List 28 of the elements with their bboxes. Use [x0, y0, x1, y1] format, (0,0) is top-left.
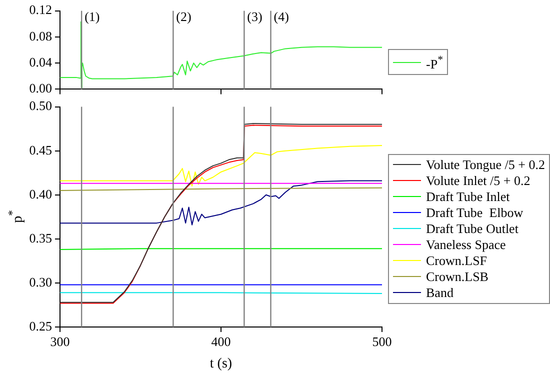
legend-label: Draft Tube Outlet	[426, 220, 518, 237]
y-tick-label: 0.25	[29, 318, 52, 334]
annotation: (4)	[274, 8, 289, 24]
y-tick-label: 0.50	[29, 98, 52, 114]
y-tick-label: 0.08	[29, 28, 52, 44]
y-tick-label: 0.35	[29, 230, 52, 246]
y-tick-label: 0.45	[29, 142, 52, 158]
legend-label: Crown.LSF	[426, 252, 488, 269]
x-tick-label: 300	[50, 334, 70, 350]
annotation: (3)	[247, 8, 262, 24]
y-tick-label: 0.04	[29, 54, 52, 70]
y-tick-label: 0.40	[29, 186, 52, 202]
legend-label: Volute Tongue /5 + 0.2	[426, 156, 545, 173]
legend-label: Draft Tube Inlet	[426, 188, 510, 205]
legend-label: -P$^{*}$	[426, 53, 443, 72]
legend-label: Vaneless Space	[426, 236, 506, 253]
x-tick-label: 400	[211, 334, 231, 350]
annotation: (2)	[176, 8, 192, 24]
legend-label: Volute Inlet /5 + 0.2	[426, 172, 530, 189]
legend-label: Draft Tube Elbow	[426, 204, 524, 221]
x-axis-title: t (s)	[210, 356, 232, 372]
y-tick-label: 0.00	[29, 80, 52, 96]
y-tick-label: 0.30	[29, 274, 52, 290]
y-tick-label: 0.12	[29, 2, 52, 18]
legend-label: Crown.LSB	[426, 268, 488, 285]
x-tick-label: 500	[372, 334, 392, 350]
annotation: (1)	[84, 8, 100, 24]
legend-label: Band	[426, 284, 454, 301]
